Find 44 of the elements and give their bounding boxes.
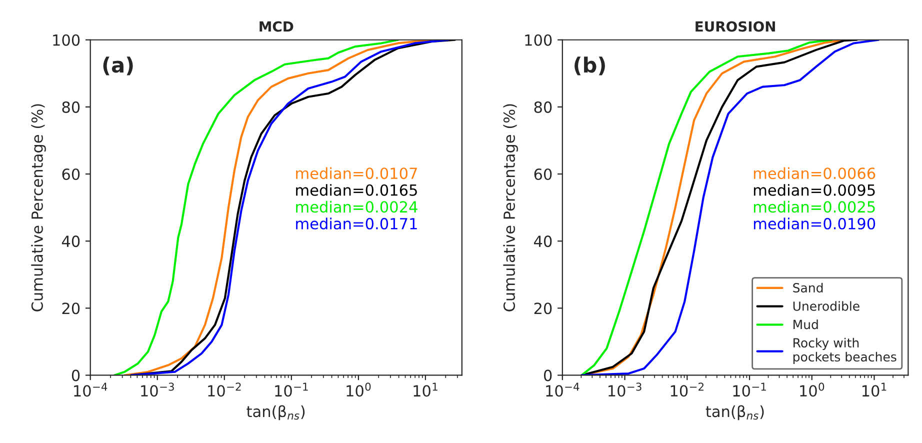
- x-tick-label: 10$^{0}$: [800, 382, 824, 397]
- y-tick-label: 100: [525, 34, 552, 46]
- x-tick-label: 10$^{−1}$: [275, 382, 308, 397]
- annotation: median=0.0024: [296, 200, 418, 213]
- annotation: (a): [103, 56, 133, 76]
- chart-title: EUROSION: [696, 21, 775, 32]
- y-tick-label: 80: [534, 101, 552, 113]
- annotation: median=0.0171: [296, 218, 417, 230]
- annotation: median=0.0107: [296, 167, 417, 180]
- x-tick-label: 10$^{−2}$: [208, 382, 241, 397]
- y-tick-label: 0: [544, 370, 552, 382]
- y-tick-label: 0: [72, 370, 80, 382]
- y-tick-label: 80: [62, 101, 80, 113]
- chart-title: MCD: [260, 21, 294, 32]
- y-tick-label: 40: [62, 236, 80, 248]
- legend-label: Rocky with pockets beaches: [793, 338, 896, 364]
- legend-label: Mud: [794, 320, 818, 330]
- y-axis-title: Cumulative Percentage (%): [31, 104, 46, 312]
- y-tick-label: 60: [62, 168, 80, 180]
- x-tick-label: 10$^{−3}$: [141, 382, 174, 397]
- y-tick-label: 60: [534, 168, 552, 180]
- y-tick-label: 40: [534, 236, 552, 248]
- x-tick-label: 10$^{1}$: [862, 382, 886, 397]
- x-tick-label: 10$^{−4}$: [74, 382, 108, 397]
- x-axis-title: tan(β$_{ns}$): [706, 405, 764, 420]
- x-tick-label: 10$^{−2}$: [670, 382, 704, 397]
- y-tick-label: 20: [62, 302, 80, 314]
- x-tick-label: 10$^{1}$: [414, 382, 438, 397]
- x-axis-title: tan(β$_{ns}$): [246, 405, 305, 420]
- y-axis-title: Cumulative Percentage (%): [503, 104, 518, 312]
- x-tick-label: 10$^{−1}$: [733, 382, 766, 397]
- annotation: median=0.0025: [754, 200, 875, 213]
- annotation: (b): [574, 56, 605, 76]
- annotation: median=0.0066: [754, 167, 876, 180]
- legend-label: Sand: [793, 282, 823, 293]
- annotation: median=0.0190: [754, 218, 876, 230]
- x-tick-label: 10$^{0}$: [346, 382, 371, 397]
- annotation: median=0.0095: [754, 184, 875, 196]
- y-tick-label: 100: [53, 34, 80, 46]
- x-tick-label: 10$^{−3}$: [608, 382, 642, 397]
- y-tick-label: 20: [534, 302, 552, 314]
- x-tick-label: 10$^{−4}$: [546, 382, 580, 397]
- annotation: median=0.0165: [296, 184, 417, 196]
- legend-label: Unerodible: [793, 301, 860, 311]
